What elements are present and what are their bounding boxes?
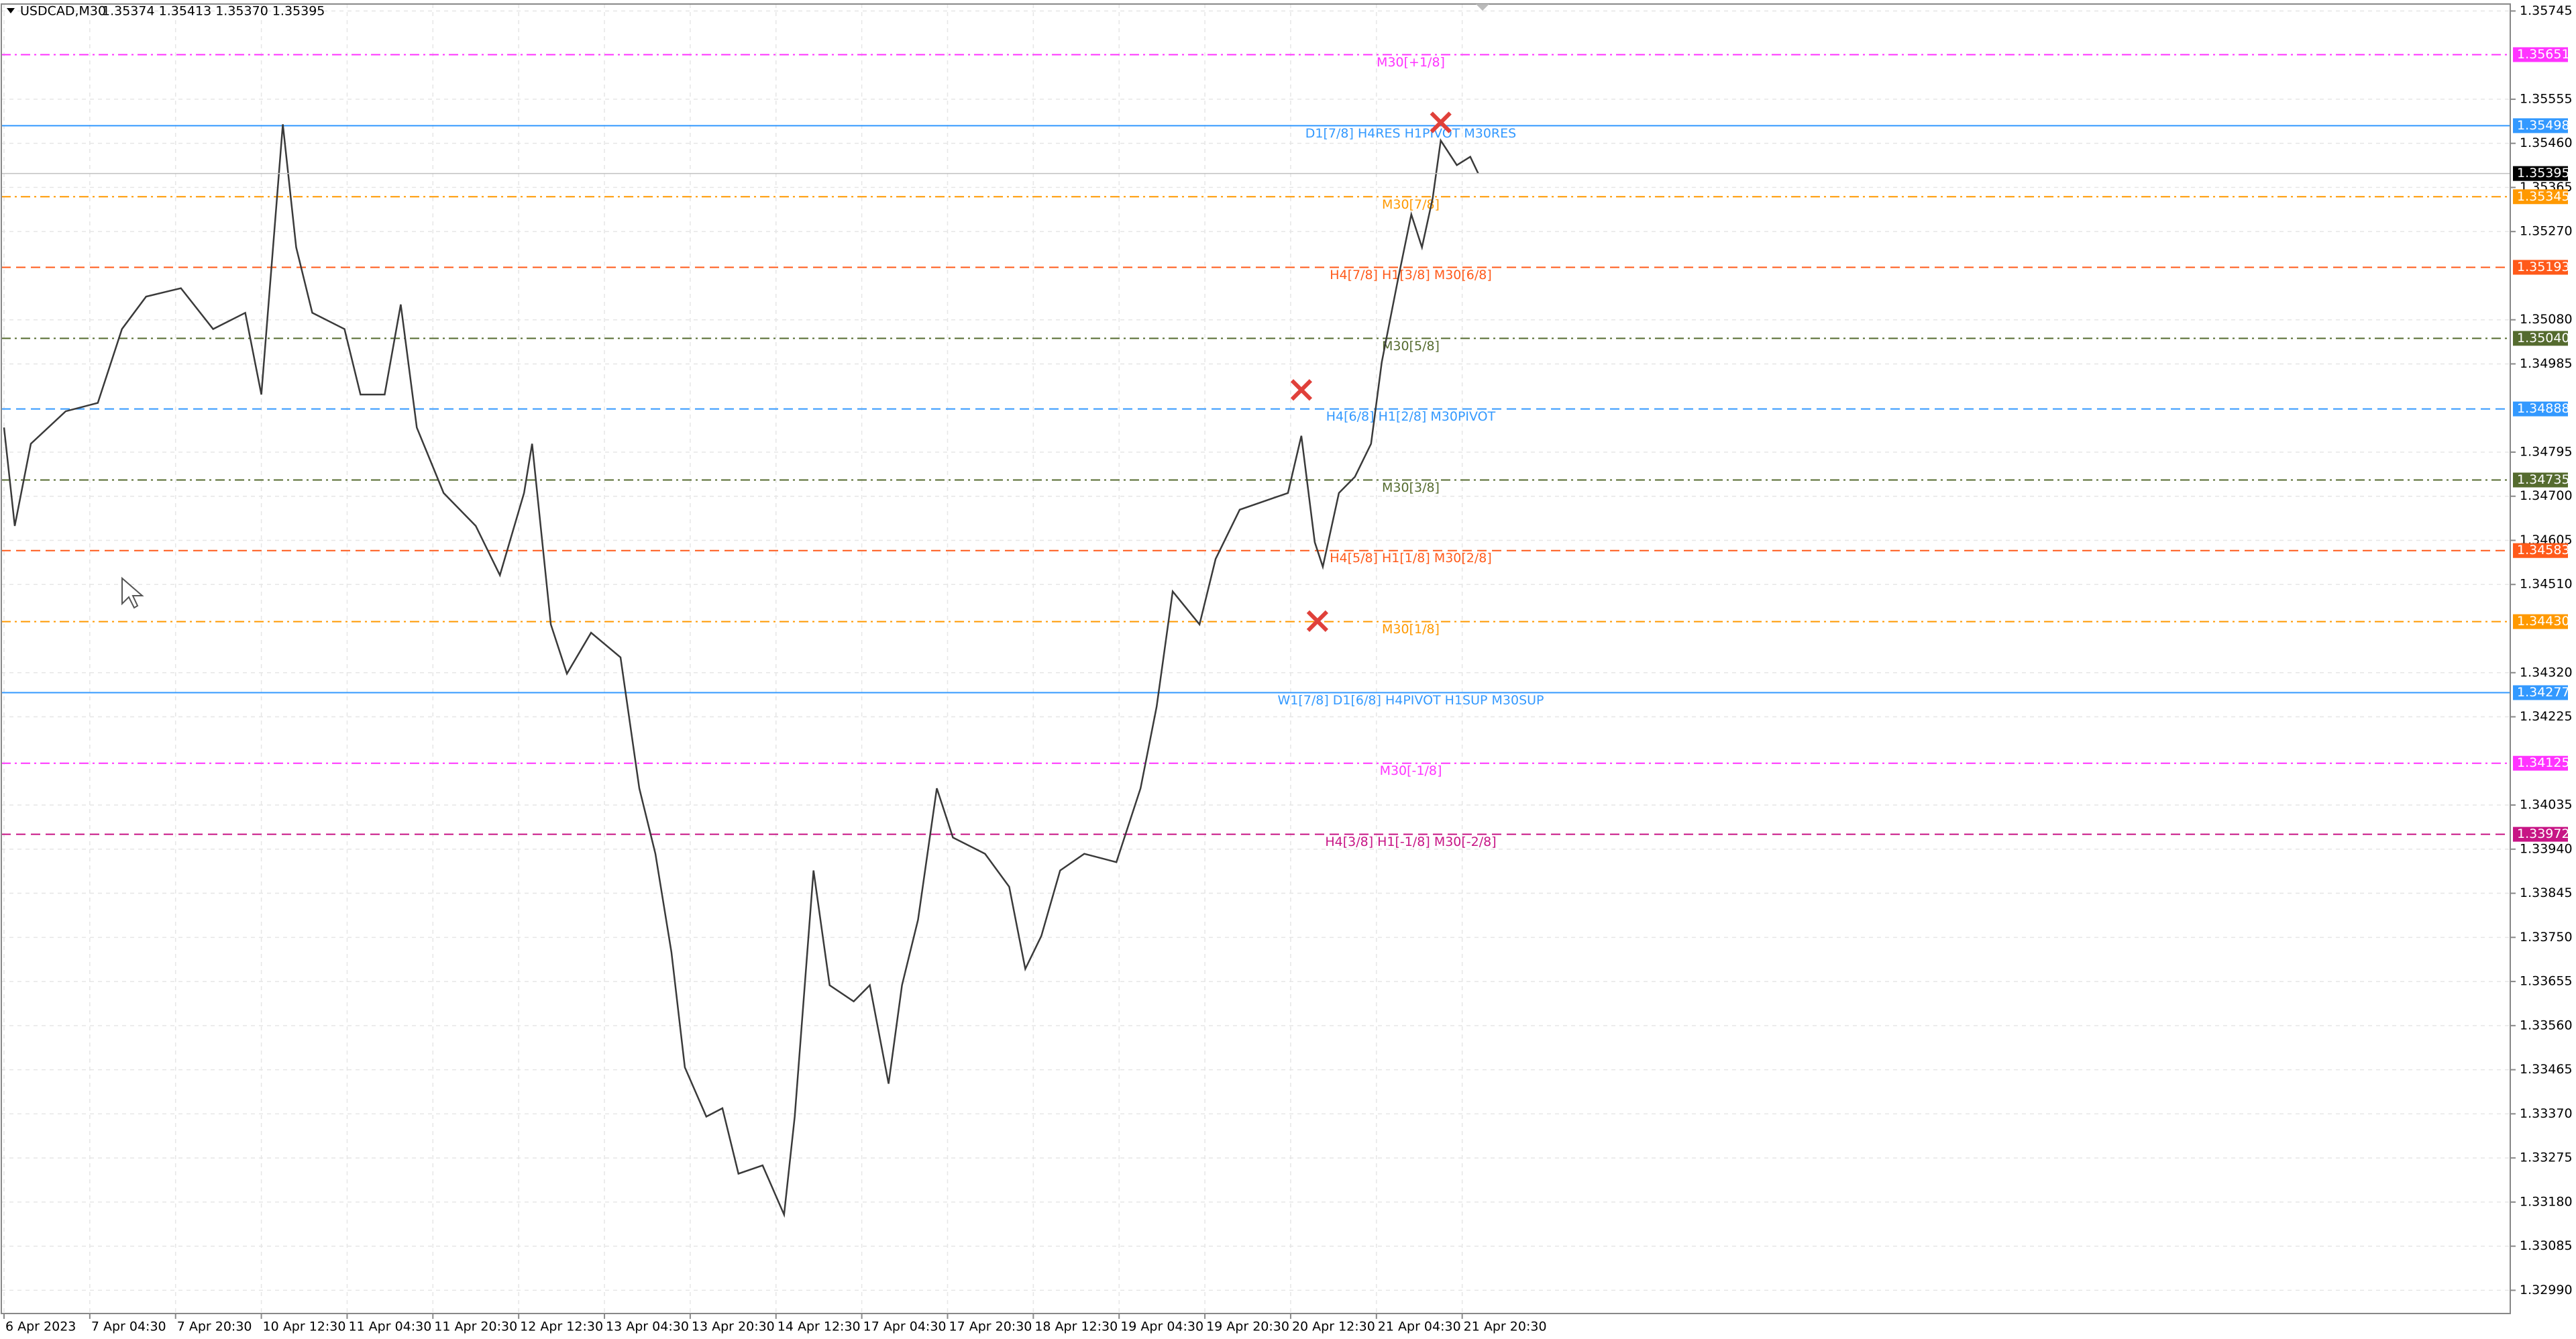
level-text: M30[-1/8] (1380, 763, 1442, 778)
price-box (2513, 331, 2568, 346)
level-text: H4[5/8] H1[1/8] M30[2/8] (1330, 551, 1492, 566)
grid (1, 4, 2510, 1314)
price-box (2513, 47, 2568, 62)
y-tick-label: 1.34035 (2520, 798, 2573, 812)
x-tick-label: 13 Apr 20:30 (692, 1320, 775, 1334)
level-text: H4[6/8] H1[2/8] M30PIVOT (1326, 409, 1496, 424)
price-box-label: 1.34583 (2517, 543, 2570, 557)
x-tick-label: 18 Apr 12:30 (1034, 1320, 1118, 1334)
plot (1, 111, 2510, 1218)
price-box-label: 1.34277 (2517, 685, 2570, 700)
price-box (2513, 755, 2568, 771)
y-tick-label: 1.33085 (2520, 1238, 2573, 1253)
y-tick-label: 1.33940 (2520, 841, 2573, 856)
shift-marker[interactable] (1476, 4, 1489, 11)
level-text: M30[5/8] (1382, 339, 1440, 354)
x-tick-label: 7 Apr 04:30 (91, 1320, 166, 1334)
price-box (2513, 118, 2568, 133)
price-box-label: 1.34430 (2517, 614, 2570, 629)
price-box-label: 1.35651 (2517, 47, 2570, 62)
price-box (2513, 826, 2568, 842)
level-text: M30[+1/8] (1377, 55, 1445, 70)
x-tick-label: 11 Apr 20:30 (434, 1320, 517, 1334)
price-box (2513, 472, 2568, 488)
level-text: D1[7/8] H4RES H1PIVOT M30RES (1305, 126, 1516, 141)
axis: 1.357451.355551.354601.353651.352701.350… (3, 3, 2573, 1334)
price-box (2513, 685, 2568, 700)
marker-cross (1290, 379, 1313, 401)
x-tick-label: 19 Apr 04:30 (1120, 1320, 1203, 1334)
x-tick-label: 11 Apr 04:30 (348, 1320, 431, 1334)
symbol: USDCAD,M30 (20, 4, 106, 19)
y-tick-label: 1.33655 (2520, 974, 2573, 989)
x-tick-label: 19 Apr 20:30 (1206, 1320, 1289, 1334)
price-box (2513, 189, 2568, 205)
level-text: H4[3/8] H1[-1/8] M30[-2/8] (1325, 835, 1496, 849)
price-box-label: 1.35193 (2517, 260, 2570, 274)
y-tick-label: 1.34795 (2520, 444, 2573, 459)
price-box (2513, 260, 2568, 275)
price-box-label: 1.34888 (2517, 401, 2570, 416)
x-tick-label: 21 Apr 04:30 (1378, 1320, 1461, 1334)
y-tick-label: 1.34225 (2520, 709, 2573, 724)
price-box-label: 1.35040 (2517, 331, 2570, 345)
y-tick-label: 1.33845 (2520, 886, 2573, 900)
price-box-label: 1.34125 (2517, 755, 2570, 770)
level-text: W1[7/8] D1[6/8] H4PIVOT H1SUP M30SUP (1277, 693, 1544, 708)
y-tick-label: 1.34700 (2520, 488, 2573, 503)
y-tick-label: 1.34985 (2520, 356, 2573, 371)
x-tick-label: 17 Apr 20:30 (949, 1320, 1032, 1334)
price-box-label: 1.34735 (2517, 472, 2570, 487)
x-tick-label: 21 Apr 20:30 (1464, 1320, 1547, 1334)
x-tick-label: 6 Apr 2023 (5, 1320, 76, 1334)
marker-cross (1306, 610, 1329, 633)
y-tick-label: 1.35270 (2520, 224, 2573, 239)
y-tick-label: 1.35745 (2520, 3, 2573, 18)
y-tick-label: 1.35555 (2520, 91, 2573, 106)
levels: M30[+1/8] D1[7/8] H4RES H1PIVOT M30RES M30… (1, 54, 2510, 849)
marker-cross (1430, 111, 1452, 133)
price-line (3, 124, 1479, 1218)
x-tick-label: 14 Apr 12:30 (777, 1320, 861, 1334)
level-text: M30[7/8] (1382, 197, 1440, 212)
price-box-label: 1.35498 (2517, 118, 2570, 133)
x-tick-label: 17 Apr 04:30 (863, 1320, 947, 1334)
y-tick-label: 1.34320 (2520, 665, 2573, 680)
price-box (2513, 614, 2568, 629)
cursor (121, 576, 144, 609)
y-tick-label: 1.32990 (2520, 1283, 2573, 1297)
menu-arrow[interactable] (7, 8, 15, 13)
level-text: M30[3/8] (1382, 480, 1440, 495)
y-tick-label: 1.35460 (2520, 136, 2573, 150)
y-tick-label: 1.33180 (2520, 1194, 2573, 1209)
y-tick-label: 1.33370 (2520, 1106, 2573, 1121)
x-tick-label: 7 Apr 20:30 (177, 1320, 252, 1334)
x-tick-label: 10 Apr 12:30 (263, 1320, 346, 1334)
level-text: H4[7/8] H1[3/8] M30[6/8] (1330, 268, 1492, 282)
x-tick-label: 12 Apr 12:30 (520, 1320, 603, 1334)
last-price-label: 1.35395 (2517, 166, 2570, 180)
level-text: M30[1/8] (1382, 622, 1440, 637)
price-box-label: 1.33972 (2517, 826, 2570, 841)
plot-frame (1, 3, 2511, 1314)
y-tick-label: 1.35080 (2520, 312, 2573, 327)
price-box-label: 1.35345 (2517, 189, 2570, 204)
last-price-box (2513, 166, 2568, 181)
quote: 1.35374 1.35413 1.35370 1.35395 (102, 4, 325, 19)
y-tick-label: 1.33275 (2520, 1150, 2573, 1165)
y-tick-label: 1.33750 (2520, 930, 2573, 945)
x-tick-label: 13 Apr 04:30 (606, 1320, 689, 1334)
x-tick-label: 20 Apr 12:30 (1292, 1320, 1375, 1334)
y-tick-label: 1.33560 (2520, 1018, 2573, 1032)
price-box (2513, 401, 2568, 417)
y-tick-label: 1.34510 (2520, 577, 2573, 592)
price-box (2513, 543, 2568, 558)
y-tick-label: 1.33465 (2520, 1062, 2573, 1077)
